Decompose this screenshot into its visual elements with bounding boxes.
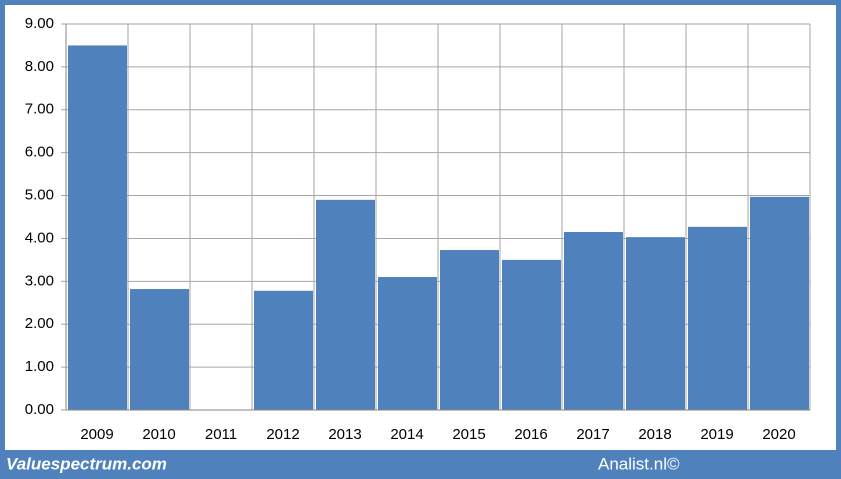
x-tick-label: 2015 — [452, 426, 485, 443]
y-tick-label: 7.00 — [25, 101, 54, 118]
bar — [130, 289, 189, 410]
x-tick-label: 2014 — [390, 426, 423, 443]
bar — [316, 199, 375, 410]
bar — [564, 232, 623, 410]
x-tick-label: 2010 — [142, 426, 175, 443]
bar — [502, 259, 561, 410]
bar — [68, 45, 127, 410]
x-tick-label: 2017 — [576, 426, 609, 443]
x-tick-label: 2016 — [514, 426, 547, 443]
bar — [688, 226, 747, 410]
bar — [750, 196, 809, 410]
x-tick-label: 2009 — [80, 426, 113, 443]
bar — [440, 250, 499, 410]
bar — [254, 290, 313, 410]
y-tick-label: 9.00 — [25, 15, 54, 32]
x-tick-label: 2019 — [700, 426, 733, 443]
y-tick-label: 1.00 — [25, 358, 54, 375]
x-tick-label: 2011 — [205, 426, 237, 443]
y-tick-label: 6.00 — [25, 144, 54, 161]
y-tick-label: 4.00 — [25, 229, 54, 246]
y-tick-label: 2.00 — [25, 315, 54, 332]
bar — [378, 277, 437, 410]
y-tick-label: 5.00 — [25, 187, 54, 204]
x-tick-label: 2018 — [638, 426, 671, 443]
x-tick-label: 2020 — [762, 426, 795, 443]
watermark: Valuespectrum.com — [6, 454, 167, 473]
source: Analist.nl© — [598, 454, 680, 473]
y-tick-label: 0.00 — [25, 401, 54, 418]
x-tick-label: 2012 — [266, 426, 299, 443]
bar — [626, 237, 685, 410]
x-tick-label: 2013 — [328, 426, 361, 443]
y-tick-label: 3.00 — [25, 272, 54, 289]
y-tick-label: 8.00 — [25, 58, 54, 75]
